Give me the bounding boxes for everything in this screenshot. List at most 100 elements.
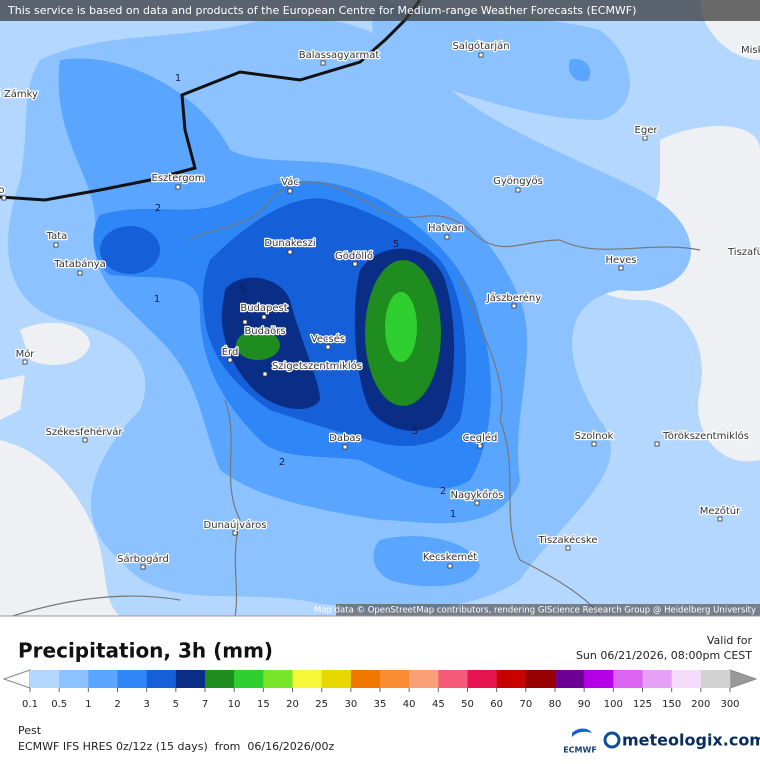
colorbar-label: 0.1 bbox=[22, 699, 38, 710]
colorbar-label: 15 bbox=[257, 699, 270, 710]
city-label: Tatabánya bbox=[53, 258, 106, 270]
city-label: Dunakeszi bbox=[264, 238, 315, 249]
colorbar-swatch bbox=[350, 670, 381, 688]
city-dot bbox=[352, 261, 358, 267]
city-label: Budapest bbox=[240, 303, 287, 314]
city-label: Sárbogárd bbox=[117, 553, 169, 565]
colorbar-label: 60 bbox=[490, 699, 503, 710]
valid-label: Valid for bbox=[707, 634, 753, 647]
colorbar-label: 200 bbox=[691, 699, 710, 710]
city-dot bbox=[53, 242, 59, 248]
city-label: Kecskemét bbox=[423, 551, 477, 563]
city-dot bbox=[654, 441, 660, 447]
colorbar-label: 125 bbox=[633, 699, 652, 710]
colorbar-swatch bbox=[175, 670, 206, 688]
city-label: Tiszakécske bbox=[537, 534, 597, 546]
city-dot bbox=[618, 265, 624, 271]
colorbar-label: 300 bbox=[720, 699, 739, 710]
city-label: Esztergom bbox=[152, 173, 205, 184]
colorbar-swatch bbox=[467, 670, 497, 688]
contour-label: 5 bbox=[412, 426, 418, 437]
country-border bbox=[0, 0, 422, 202]
city-label: Szigetszentmiklós bbox=[272, 360, 362, 372]
colorbar-label: 70 bbox=[519, 699, 532, 710]
colorbar-swatch bbox=[88, 670, 118, 688]
city-dot bbox=[515, 187, 521, 193]
city-label: Székesfehérvár bbox=[46, 426, 124, 438]
colorbar-label: 80 bbox=[549, 699, 562, 710]
contour-label: 5 bbox=[393, 239, 399, 250]
colorbar-swatch bbox=[496, 670, 527, 688]
city-dot bbox=[1, 195, 7, 201]
city-label: Komárno bbox=[0, 184, 4, 196]
city-dot bbox=[474, 500, 480, 506]
brand-logo: meteologix.com bbox=[622, 731, 760, 750]
city-label: Eger bbox=[635, 125, 659, 136]
city-label: Dunaújváros bbox=[204, 519, 267, 531]
city-dot bbox=[447, 563, 453, 569]
colorbar-swatch bbox=[613, 670, 643, 688]
city-dot bbox=[232, 530, 238, 536]
colorbar-swatch bbox=[409, 670, 439, 688]
ecmwf-logo: ECMWF bbox=[563, 746, 597, 755]
city-label: Heves bbox=[606, 255, 637, 266]
colorbar-swatch bbox=[30, 670, 60, 688]
city-dot bbox=[757, 249, 760, 255]
contour-label: 2 bbox=[440, 486, 446, 497]
city-dot bbox=[642, 135, 648, 141]
colorbar-swatch bbox=[292, 670, 322, 688]
city-dot bbox=[565, 545, 571, 551]
colorbar-swatch bbox=[234, 670, 264, 688]
city-label: Tata bbox=[46, 231, 68, 242]
city-dot bbox=[82, 437, 88, 443]
colorbar-label: 7 bbox=[202, 699, 208, 710]
city-dot bbox=[320, 60, 326, 66]
city-label: Gödöllő bbox=[335, 250, 373, 262]
colorbar-label: 10 bbox=[228, 699, 241, 710]
colorbar-swatch bbox=[671, 670, 702, 688]
colorbar-label: 3 bbox=[143, 699, 149, 710]
city-dot bbox=[511, 303, 517, 309]
city-dot bbox=[591, 441, 597, 447]
colorbar-label: 50 bbox=[461, 699, 474, 710]
colorbar-label: 40 bbox=[403, 699, 416, 710]
notice-bar bbox=[0, 0, 760, 21]
map: Nové Zámky Balassagyarmat Salgótarján Eger K… bbox=[0, 0, 760, 616]
colorbar-label: 90 bbox=[578, 699, 591, 710]
city-dot bbox=[175, 184, 181, 190]
city-label: Balassagyarmat bbox=[299, 50, 380, 61]
colorbar: 0.1 0.5 1 2 3 5 7 10 15 20 25 30 35 40 45 50 60 70 80 90 100… bbox=[2, 669, 758, 710]
region: Pest bbox=[18, 724, 42, 737]
valid-time: Sun 06/21/2026, 08:00pm CEST bbox=[576, 649, 752, 662]
contour-label: 1 bbox=[175, 73, 181, 84]
contour-labels: 1 2 1 5 5 5 2 2 1 bbox=[154, 73, 456, 520]
colorbar-label: 5 bbox=[173, 699, 179, 710]
colorbar-arrow-low bbox=[2, 669, 31, 689]
colorbar-swatch bbox=[642, 670, 672, 688]
colorbar-arrow-high bbox=[729, 669, 758, 689]
city-dot bbox=[342, 444, 348, 450]
city-label: Vác bbox=[281, 176, 299, 188]
colorbar-label: 45 bbox=[432, 699, 445, 710]
brand-icon bbox=[603, 731, 621, 749]
city-label: Miskolc bbox=[741, 45, 760, 56]
colorbar-label: 150 bbox=[662, 699, 681, 710]
colorbar-swatch bbox=[205, 670, 235, 688]
city-label: Gyöngyös bbox=[493, 176, 543, 187]
city-label: Mór bbox=[16, 348, 36, 360]
city-dot bbox=[477, 443, 483, 449]
city-label: Törökszentmiklós bbox=[662, 430, 749, 442]
contour-label: 1 bbox=[154, 294, 160, 305]
legend-title: Precipitation, 3h (mm) bbox=[18, 639, 273, 663]
colorbar-swatch bbox=[59, 670, 89, 688]
city-dot bbox=[77, 270, 83, 276]
contour-label: 2 bbox=[155, 203, 161, 214]
city-label: Nagykőrös bbox=[450, 489, 503, 501]
city-dot bbox=[444, 234, 450, 240]
city-dot bbox=[242, 319, 248, 325]
colorbar-swatch bbox=[584, 670, 614, 688]
colorbar-swatch bbox=[146, 670, 177, 688]
city-dot bbox=[325, 344, 331, 350]
